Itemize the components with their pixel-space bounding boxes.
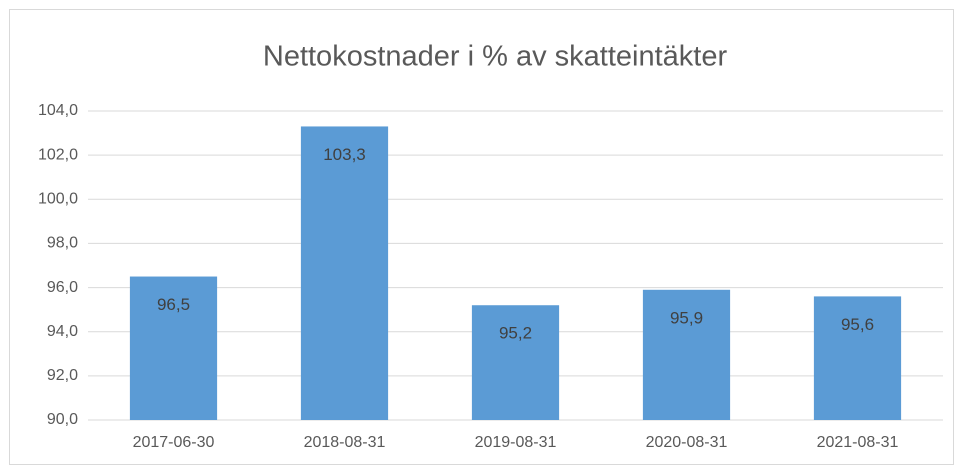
x-tick-label: 2021-08-31 xyxy=(817,434,899,451)
bar xyxy=(642,289,731,420)
y-tick-label: 102,0 xyxy=(38,146,78,163)
bar xyxy=(300,126,389,420)
chart-title: Nettokostnader i % av skatteintäkter xyxy=(263,41,728,73)
bar xyxy=(129,276,218,420)
y-tick-label: 92,0 xyxy=(47,367,78,384)
y-tick-label: 94,0 xyxy=(47,323,78,340)
y-tick-label: 100,0 xyxy=(38,191,78,208)
y-tick-label: 90,0 xyxy=(47,411,78,428)
data-label: 103,3 xyxy=(323,145,366,164)
x-tick-label: 2017-06-30 xyxy=(133,434,215,451)
data-label: 95,6 xyxy=(841,315,874,334)
y-tick-label: 98,0 xyxy=(47,235,78,252)
data-label: 95,2 xyxy=(499,324,532,343)
data-label: 96,5 xyxy=(157,295,190,314)
bar xyxy=(813,296,902,420)
x-tick-label: 2020-08-31 xyxy=(646,434,728,451)
data-label: 95,9 xyxy=(670,308,703,327)
bar xyxy=(471,305,560,420)
x-tick-label: 2019-08-31 xyxy=(475,434,557,451)
x-tick-label: 2018-08-31 xyxy=(304,434,386,451)
y-tick-label: 96,0 xyxy=(47,279,78,296)
y-tick-label: 104,0 xyxy=(38,102,78,119)
